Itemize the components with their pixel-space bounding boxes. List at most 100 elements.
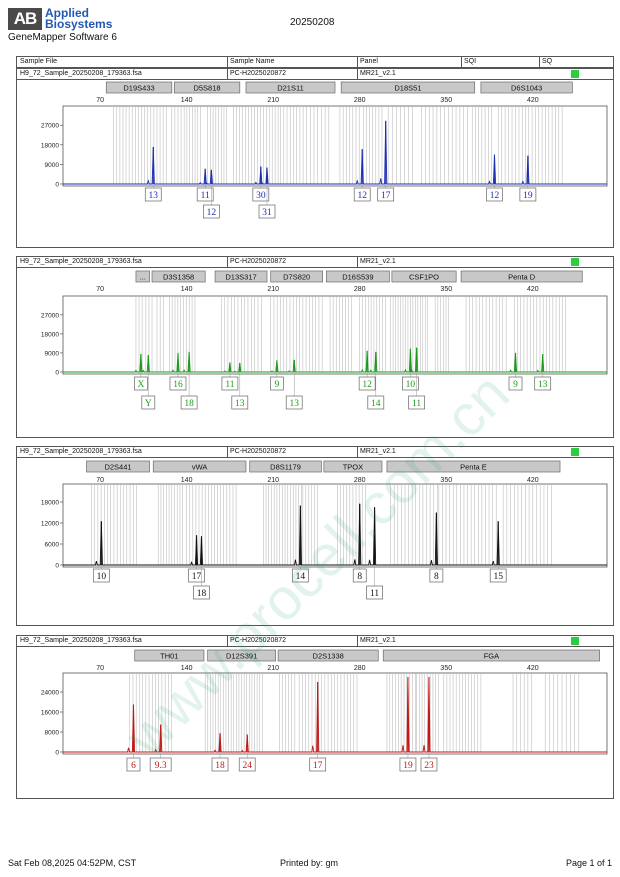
peak: 11 xyxy=(196,168,214,202)
marker-label: D2S1338 xyxy=(313,652,344,661)
y-tick-label: 0 xyxy=(55,182,59,189)
y-tick-label: 18000 xyxy=(41,142,59,149)
allele-box xyxy=(486,187,503,202)
peak: 16 xyxy=(169,352,187,391)
marker-label: Penta D xyxy=(508,273,536,282)
peak: 18 xyxy=(211,733,229,772)
allele-box xyxy=(193,585,210,600)
x-tick-label: 280 xyxy=(354,286,366,293)
marker-csf1po: CSF1PO xyxy=(391,270,457,283)
peak: 13 xyxy=(231,362,249,410)
allele-label: 18 xyxy=(197,589,207,599)
watermark-text: www.procell.com.cn xyxy=(113,361,522,770)
peak: 30 xyxy=(252,166,270,202)
peak: 10 xyxy=(92,521,110,583)
allele-box xyxy=(352,568,367,583)
marker-bar xyxy=(270,270,323,283)
peak: 14 xyxy=(292,505,309,583)
marker-label: D3S1358 xyxy=(163,273,194,282)
marker-bar xyxy=(277,649,379,662)
divider xyxy=(357,257,358,267)
sizing-quality-indicator xyxy=(571,448,579,456)
marker-bar xyxy=(207,649,277,662)
electropherogram-blue: D19S433 D5S818 D21S11 D18S51 D6S1043 70 140 210… xyxy=(41,81,608,219)
y-tick-label: 27000 xyxy=(41,123,59,130)
x-tick-label: 70 xyxy=(96,665,104,672)
divider xyxy=(227,69,228,79)
allele-label: 14 xyxy=(371,399,381,409)
marker-bar xyxy=(86,460,150,473)
marker-label: D7S820 xyxy=(283,273,310,282)
peak: 13 xyxy=(534,354,552,391)
marker-label: D6S1043 xyxy=(511,84,542,93)
allele-box xyxy=(169,376,187,391)
peak: 8 xyxy=(429,512,444,583)
y-tick-label: 12000 xyxy=(41,521,59,528)
sample-file: H9_72_Sample_20250208_179363.fsa xyxy=(20,258,142,265)
marker-d19s433: D19S433 xyxy=(105,81,173,94)
allele-label: 18 xyxy=(184,399,194,409)
x-tick-label: 210 xyxy=(267,477,279,484)
marker-label: D18S51 xyxy=(394,84,421,93)
peak: 12 xyxy=(486,154,503,202)
marker-penta-e: Penta E xyxy=(386,460,561,473)
marker-label: CSF1PO xyxy=(409,273,439,282)
peak: 19 xyxy=(399,677,417,772)
marker-vwa: vWA xyxy=(152,460,247,473)
allele-box xyxy=(366,585,383,600)
x-tick-label: 420 xyxy=(527,477,539,484)
marker-label: Penta E xyxy=(460,463,487,472)
marker-label: ... xyxy=(140,273,146,282)
allele-label: 11 xyxy=(370,589,379,599)
y-tick-label: 18000 xyxy=(41,331,59,338)
sizing-quality-indicator xyxy=(571,637,579,645)
x-tick-label: 140 xyxy=(181,665,193,672)
electropherogram-panel-black: H9_72_Sample_20250208_179363.fsa PC-H2025… xyxy=(16,446,614,626)
allele-box xyxy=(141,395,156,410)
y-tick-label: 24000 xyxy=(41,690,59,697)
marker-bar xyxy=(340,81,476,94)
allele-box xyxy=(144,187,162,202)
marker-bar xyxy=(480,81,573,94)
y-tick-label: 6000 xyxy=(45,542,60,549)
footer-timestamp: Sat Feb 08,2025 04:52PM, CST xyxy=(8,858,137,868)
marker-tpox: TPOX xyxy=(323,460,383,473)
x-tick-label: 70 xyxy=(96,477,104,484)
report-date-code: 20250208 xyxy=(290,17,335,28)
divider xyxy=(357,69,358,79)
sample-file: H9_72_Sample_20250208_179363.fsa xyxy=(20,637,142,644)
allele-label: 9 xyxy=(513,380,518,390)
electropherogram-green: ... D3S1358 D13S317 D7S820 D16S539 CSF1PO Pent… xyxy=(41,270,608,410)
marker-bar xyxy=(214,270,268,283)
marker-label: D13S317 xyxy=(225,273,256,282)
allele-label: 15 xyxy=(493,572,503,582)
allele-label: 13 xyxy=(149,191,159,201)
marker-label: D2S441 xyxy=(104,463,131,472)
peak: 14 xyxy=(367,351,385,410)
electropherogram-red: TH01 D12S391 D2S1338 FGA 70 140 210 280 350 420 0 8… xyxy=(41,649,608,772)
marker-bar xyxy=(245,81,336,94)
allele-box xyxy=(399,757,417,772)
sample-info-row: H9_72_Sample_20250208_179363.fsa PC-H2025… xyxy=(17,447,613,458)
x-tick-label: 420 xyxy=(527,286,539,293)
panel-name: MR21_v2.1 xyxy=(360,448,396,455)
x-tick-label: 420 xyxy=(527,665,539,672)
marker-d8s1179: D8S1179 xyxy=(249,460,322,473)
marker--: ... xyxy=(135,270,150,283)
x-tick-label: 350 xyxy=(440,97,452,104)
allele-box xyxy=(258,204,276,219)
peak: 19 xyxy=(519,155,537,202)
allele-label: 13 xyxy=(235,399,245,409)
column-header-row: Sample File Sample Name Panel SQI SQ xyxy=(16,56,614,68)
marker-bar xyxy=(152,460,247,473)
allele-label: 17 xyxy=(381,191,391,201)
peak: 11 xyxy=(408,347,425,410)
allele-box xyxy=(196,187,214,202)
x-tick-label: 280 xyxy=(354,477,366,484)
peak: 18 xyxy=(180,351,198,410)
marker-d16s539: D16S539 xyxy=(325,270,390,283)
marker-label: D12S391 xyxy=(226,652,257,661)
marker-bar xyxy=(135,270,150,283)
allele-label: 30 xyxy=(256,191,266,201)
